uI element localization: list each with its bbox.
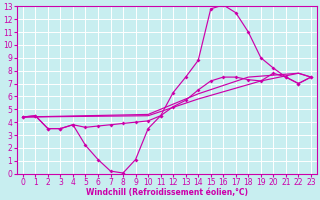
X-axis label: Windchill (Refroidissement éolien,°C): Windchill (Refroidissement éolien,°C) [86,188,248,197]
